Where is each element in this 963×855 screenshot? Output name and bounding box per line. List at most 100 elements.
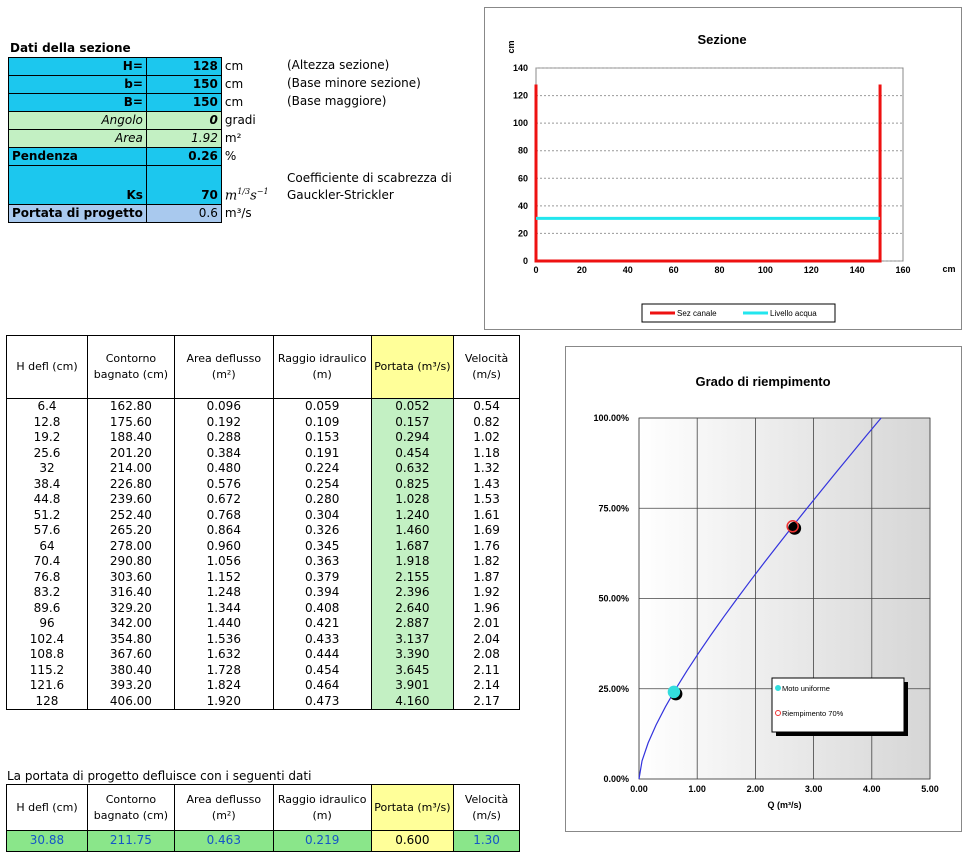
table-cell: 76.8 [6,569,88,585]
table-cell: 0.052 [370,398,455,415]
table-cell: 393.20 [86,678,175,694]
bb-value[interactable]: 150 [145,93,222,112]
table-cell: 0.54 [453,398,520,415]
table-cell: 6.4 [6,398,88,415]
res-col-h-defl: H defl (cm) [6,784,88,831]
ks-desc-2: Gauckler-Strickler [287,188,394,202]
table-cell: 12.8 [6,414,88,430]
table-cell: 0.454 [370,445,455,461]
table-cell: 0.632 [370,461,455,477]
legend-box [641,303,836,323]
table-row: 102.4 354.80 1.536 0.433 3.137 2.04 [6,631,520,647]
res-contorno: 211.75 [86,830,175,852]
table-cell: 102.4 [6,631,88,647]
x-tick-label: 1.00 [688,784,706,794]
col-portata: Portata (m³/s) [370,335,455,399]
table-cell: 354.80 [86,631,175,647]
table-cell: 278.00 [86,538,175,554]
x-tick-label: 100 [758,265,773,275]
table-cell: 0.480 [173,461,274,477]
table-cell: 214.00 [86,461,175,477]
res-raggio: 0.219 [272,830,372,852]
res-col-area: Area deflusso (m²) [173,784,274,831]
table-row: 12.8 175.60 0.192 0.109 0.157 0.82 [6,414,520,430]
series-line-sez-canale [534,84,882,263]
table-cell: 19.2 [6,430,88,446]
x-tick-label: 140 [850,265,865,275]
sezione-svg: Sezione 0 20 40 60 80 100 120 140 0 20 40 60 80 100 120… [506,32,956,323]
col-area: Area deflusso (m²) [173,335,274,399]
table-cell: 0.408 [272,600,372,616]
table-cell: 265.20 [86,523,175,539]
table-cell: 0.191 [272,445,372,461]
table-cell: 96 [6,616,88,632]
table-row: 108.8 367.60 1.632 0.444 3.390 2.08 [6,647,520,663]
table-cell: 0.224 [272,461,372,477]
legend-label: Sez canale [677,309,717,318]
table-cell: 0.379 [272,569,372,585]
ks-unit: m1/3s−1 [224,187,269,204]
inputs-table: H= 128 cm b= 150 cm B= 150 cm Angolo 0 g… [8,57,273,223]
table-cell: 1.61 [453,507,520,523]
legend-box [771,677,905,733]
area-label: Area [8,129,147,148]
point-shadow [788,521,802,535]
table-row: 83.2 316.40 1.248 0.394 2.396 1.92 [6,585,520,601]
table-cell: 0.473 [272,693,372,710]
table-cell: 2.11 [453,662,520,678]
legend-label: Livello acqua [770,309,817,318]
riempimento-svg: Grado di riempimento 0.00% 25.00% 50.00% 75.… [593,374,939,810]
table-cell: 2.01 [453,616,520,632]
legend-label: Riempimento 70% [782,709,844,718]
table-row: 6.4 162.80 0.096 0.059 0.052 0.54 [6,398,520,415]
table-cell: 51.2 [6,507,88,523]
table-cell: 0.864 [173,523,274,539]
b-value[interactable]: 150 [145,75,222,94]
x-tick-label: 3.00 [805,784,823,794]
table-cell: 0.345 [272,538,372,554]
x-tick-label: 5.00 [921,784,939,794]
table-cell: 83.2 [6,585,88,601]
table-cell: 0.825 [370,476,455,492]
result-table: H defl (cm) Contorno bagnato (cm) Area d… [6,784,520,852]
riempimento-chart: Grado di riempimento 0.00% 25.00% 50.00% 75.… [565,346,962,832]
x-tick-label: 120 [804,265,819,275]
legend-marker [775,710,781,716]
table-cell: 128 [6,693,88,710]
y-tick-label: 20 [518,228,528,238]
table-cell: 406.00 [86,693,175,710]
table-cell: 32 [6,461,88,477]
pendenza-value[interactable]: 0.26 [145,147,222,166]
table-cell: 0.288 [173,430,274,446]
table-cell: 0.421 [272,616,372,632]
pendenza-label: Pendenza [8,147,147,166]
table-row: 57.6 265.20 0.864 0.326 1.460 1.69 [6,523,520,539]
table-cell: 1.440 [173,616,274,632]
table-cell: 252.40 [86,507,175,523]
table-row: 70.4 290.80 1.056 0.363 1.918 1.82 [6,554,520,570]
x-tick-label: 4.00 [863,784,881,794]
y-tick-label: 140 [513,63,528,73]
h-value[interactable]: 128 [145,57,222,76]
fill-curve [638,417,882,780]
y-tick-label: 0.00% [603,774,629,784]
ks-value[interactable]: 70 [145,165,222,205]
table-cell: 70.4 [6,554,88,570]
angolo-unit: gradi [224,113,256,127]
table-cell: 2.887 [370,616,455,632]
table-cell: 1.18 [453,445,520,461]
table-cell: 0.454 [272,662,372,678]
res-col-velocita: Velocità (m/s) [453,784,520,831]
results-table: H defl (cm) Contorno bagnato (cm) Area d… [6,335,520,710]
x-tick-label: 60 [669,265,679,275]
table-row: 19.2 188.40 0.288 0.153 0.294 1.02 [6,430,520,446]
sezione-chart: Sezione 0 20 40 60 80 100 120 140 0 20 40 60 80 100 120… [484,7,962,330]
table-cell: 1.687 [370,538,455,554]
col-raggio: Raggio idraulico (m) [272,335,372,399]
table-cell: 1.69 [453,523,520,539]
table-cell: 0.254 [272,476,372,492]
table-cell: 1.920 [173,693,274,710]
table-cell: 1.460 [370,523,455,539]
table-cell: 44.8 [6,492,88,508]
table-cell: 3.390 [370,647,455,663]
